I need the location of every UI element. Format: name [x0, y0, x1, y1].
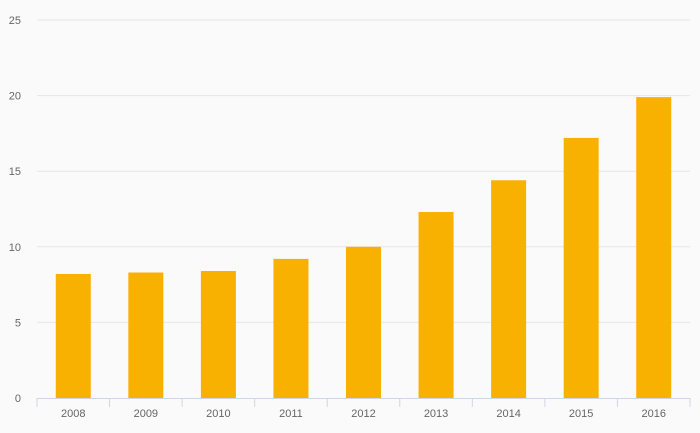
y-tick-label-0: 0: [15, 393, 21, 405]
y-tick-label-25: 25: [9, 15, 21, 27]
y-tick-label-20: 20: [9, 91, 21, 103]
x-tick-label-2013: 2013: [424, 408, 448, 420]
bar-2008[interactable]: [55, 274, 91, 398]
bar-2010[interactable]: [200, 270, 236, 398]
bar-2014[interactable]: [491, 180, 527, 398]
x-tick-label-2014: 2014: [496, 408, 520, 420]
bar-2016[interactable]: [636, 97, 672, 398]
x-axis-tick-labels: 2008 2009 2010 2011 2012 2013 2014 2015 2016: [61, 408, 666, 420]
x-tick-label-2009: 2009: [134, 408, 158, 420]
x-tick-label-2010: 2010: [206, 408, 230, 420]
x-tick-label-2015: 2015: [569, 408, 593, 420]
bar-2009[interactable]: [128, 272, 164, 398]
bars: [55, 97, 672, 398]
bar-2015[interactable]: [563, 137, 599, 398]
y-tick-label-10: 10: [9, 242, 21, 254]
x-tick-label-2016: 2016: [641, 408, 665, 420]
y-axis-tick-labels: 0 5 10 15 20 25: [9, 15, 21, 405]
x-tick-label-2012: 2012: [351, 408, 375, 420]
x-axis-ticks: [36, 398, 691, 407]
bar-2012[interactable]: [346, 246, 381, 398]
x-tick-label-2008: 2008: [61, 408, 85, 420]
y-tick-label-15: 15: [9, 166, 21, 178]
y-tick-label-5: 5: [15, 317, 21, 329]
x-tick-label-2011: 2011: [279, 408, 303, 420]
bar-2011[interactable]: [273, 258, 309, 398]
bar-2013[interactable]: [418, 212, 454, 398]
